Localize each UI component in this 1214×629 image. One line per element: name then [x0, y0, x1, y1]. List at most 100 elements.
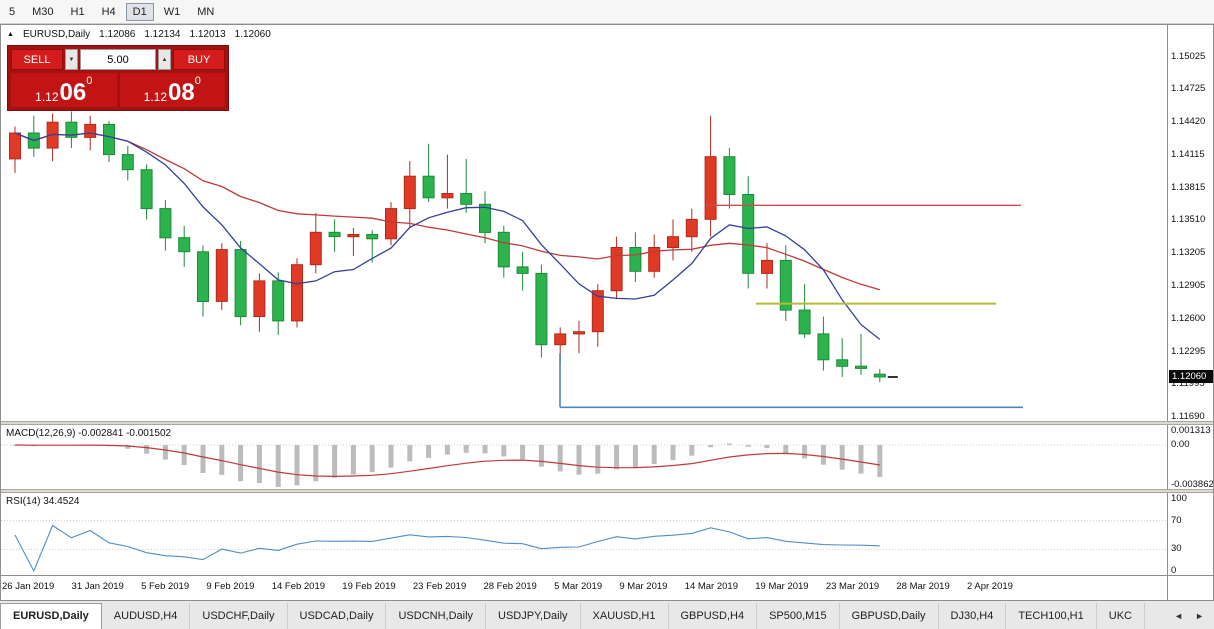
date-axis-label: 28 Mar 2019 [896, 581, 950, 592]
sell-price-box[interactable]: 1.12 06 0 [11, 73, 117, 107]
rsi-chart-canvas [1, 520, 1167, 573]
date-axis-label: 28 Feb 2019 [483, 581, 537, 592]
buy-price-pips: 08 [168, 79, 195, 106]
price-axis-label: 1.14420 [1171, 116, 1206, 128]
scroll-tabs-left-button[interactable]: ◄ [1174, 611, 1184, 621]
price-axis-label: 1.13205 [1171, 247, 1206, 259]
date-axis-label: 31 Jan 2019 [71, 581, 124, 592]
price-axis-label: 1.15025 [1171, 50, 1206, 62]
price-axis-label: 1.13815 [1171, 181, 1206, 193]
price-axis-label: 1.13510 [1171, 214, 1206, 226]
rsi-axis-label: 70 [1171, 514, 1182, 526]
rsi-axis-label: 100 [1171, 493, 1187, 504]
date-axis-label: 19 Mar 2019 [755, 581, 809, 592]
date-axis-label: 26 Jan 2019 [2, 581, 55, 592]
buy-price-box[interactable]: 1.12 08 0 [119, 73, 225, 107]
ma-slow-line [14, 132, 880, 291]
date-axis-label: 9 Mar 2019 [619, 581, 668, 592]
date-axis-label: 5 Mar 2019 [554, 581, 603, 592]
chart-tab-xauusd-h1[interactable]: XAUUSD,H1 [581, 603, 669, 629]
chart-tab-gbpusd-h4[interactable]: GBPUSD,H4 [669, 603, 758, 629]
chart-symbol-label: EURUSD,Daily [22, 29, 91, 40]
timeframe-button-h4[interactable]: H4 [101, 5, 116, 18]
chart-tab-strip: EURUSD,Daily AUDUSD,H4 USDCHF,Daily USDCAD,… [0, 603, 1214, 629]
rsi-pane[interactable]: RSI(14) 34.4524 [1, 493, 1167, 575]
chart-tab-usdcnh-daily[interactable]: USDCNH,Daily [386, 603, 487, 629]
price-axis-label: 1.11690 [1171, 411, 1205, 422]
chart-tab-usdchf-daily[interactable]: USDCHF,Daily [190, 603, 288, 629]
macd-axis: 0.001313 0.00 -0.003862 [1167, 425, 1213, 489]
date-axis-label: 14 Mar 2019 [684, 581, 738, 592]
date-axis-corner [1167, 576, 1213, 600]
chart-tab-eurusd-daily[interactable]: EURUSD,Daily [0, 603, 102, 629]
price-axis-label: 1.11995 [1171, 378, 1205, 390]
chart-tab-audusd-h4[interactable]: AUDUSD,H4 [102, 603, 191, 629]
support-line-blue[interactable] [559, 353, 1023, 409]
timeframe-toolbar: 5 M30 H1 H4 D1 W1 MN [0, 0, 1214, 24]
macd-axis-label: -0.003862 [1171, 478, 1213, 489]
buy-button[interactable]: BUY [173, 49, 225, 70]
ohlc-close-value: 1.12060 [234, 29, 271, 40]
triangle-up-icon: ▲ [161, 56, 168, 63]
rsi-line [14, 524, 880, 573]
macd-signal-line [14, 444, 880, 478]
price-axis-label: 1.14115 [1171, 149, 1205, 161]
date-axis-label: 19 Feb 2019 [342, 581, 396, 592]
timeframe-button-w1[interactable]: W1 [163, 5, 181, 18]
triangle-down-icon: ▼ [68, 56, 75, 63]
date-axis-label: 5 Feb 2019 [141, 581, 190, 592]
main-chart-pane[interactable]: ▲ EURUSD,Daily 1.12086 1.12134 1.12013 1… [1, 25, 1167, 421]
date-axis-label: 9 Feb 2019 [206, 581, 255, 592]
collapse-triangle-icon: ▲ [7, 31, 14, 38]
timeframe-button-d1[interactable]: D1 [125, 2, 154, 21]
sell-price-pips: 06 [59, 79, 87, 106]
candlestick-series [9, 111, 886, 383]
chart-tab-bar: EURUSD,Daily AUDUSD,H4 USDCHF,Daily USDCAD,… [0, 601, 1214, 629]
date-axis-label: 2 Apr 2019 [966, 581, 1013, 592]
scroll-tabs-right-button[interactable]: ► [1195, 611, 1204, 621]
one-click-trade-panel: SELL ▼ ▲ BUY 1.12 06 0 1.12 [7, 45, 229, 111]
chart-info-line: ▲ EURUSD,Daily 1.12086 1.12134 1.12013 1… [7, 29, 271, 40]
timeframe-button-mn[interactable]: MN [197, 5, 215, 18]
price-axis-label: 1.12600 [1171, 312, 1206, 324]
chart-tab-gbpusd-daily[interactable]: GBPUSD,Daily [840, 603, 939, 629]
buy-price-bigfigure: 1.12 [143, 90, 168, 104]
timeframe-button-5[interactable]: 5 [9, 5, 16, 18]
macd-histogram [12, 443, 883, 487]
current-price-tag: 1.12060 [1169, 370, 1213, 384]
volume-decrease-button[interactable]: ▼ [65, 49, 78, 70]
chart-tab-dj30-h4[interactable]: DJ30,H4 [939, 603, 1007, 629]
chart-tab-ukc[interactable]: UKC [1097, 603, 1145, 629]
pane-separator[interactable] [1, 421, 1213, 425]
chart-tab-usdjpy-daily[interactable]: USDJPY,Daily [486, 603, 581, 629]
date-axis-label: 14 Feb 2019 [271, 581, 326, 592]
ohlc-open-value: 1.12086 [99, 29, 136, 40]
buy-price-fraction: 0 [194, 75, 201, 87]
macd-pane[interactable]: MACD(12,26,9) -0.002841 -0.001502 [1, 425, 1167, 489]
rsi-axis-label: 0 [1171, 565, 1177, 576]
ohlc-low-value: 1.12013 [189, 29, 226, 40]
volume-increase-button[interactable]: ▲ [158, 49, 171, 70]
timeframe-button-m30[interactable]: M30 [32, 5, 54, 18]
main-price-axis: 1.12060 1.15025 1.14725 1.14420 1.14115 1.13… [1167, 25, 1213, 421]
chart-tab-usdcad-daily[interactable]: USDCAD,Daily [288, 603, 387, 629]
candlestick-chart-canvas[interactable] [1, 25, 1167, 421]
date-axis-label: 23 Feb 2019 [412, 581, 467, 592]
sell-button[interactable]: SELL [11, 49, 63, 70]
pane-separator[interactable] [1, 489, 1213, 493]
macd-chart-canvas [1, 443, 1167, 487]
tab-scroll-controls: ◄ ► [1164, 603, 1214, 629]
chart-tab-tech100-h1[interactable]: TECH100,H1 [1006, 603, 1097, 629]
date-axis-label: 23 Mar 2019 [825, 581, 880, 592]
rsi-axis: 100 70 30 0 [1167, 493, 1213, 575]
chart-tab-sp500-m15[interactable]: SP500,M15 [757, 603, 840, 629]
ohlc-high-value: 1.12134 [144, 29, 181, 40]
macd-indicator-label: MACD(12,26,9) -0.002841 -0.001502 [6, 428, 172, 439]
price-axis-label: 1.12905 [1171, 279, 1206, 291]
sell-price-fraction: 0 [86, 75, 93, 87]
sell-price-bigfigure: 1.12 [35, 90, 59, 104]
timeframe-button-h1[interactable]: H1 [70, 5, 85, 18]
volume-input[interactable] [80, 49, 156, 70]
rsi-indicator-label: RSI(14) 34.4524 [6, 496, 80, 507]
